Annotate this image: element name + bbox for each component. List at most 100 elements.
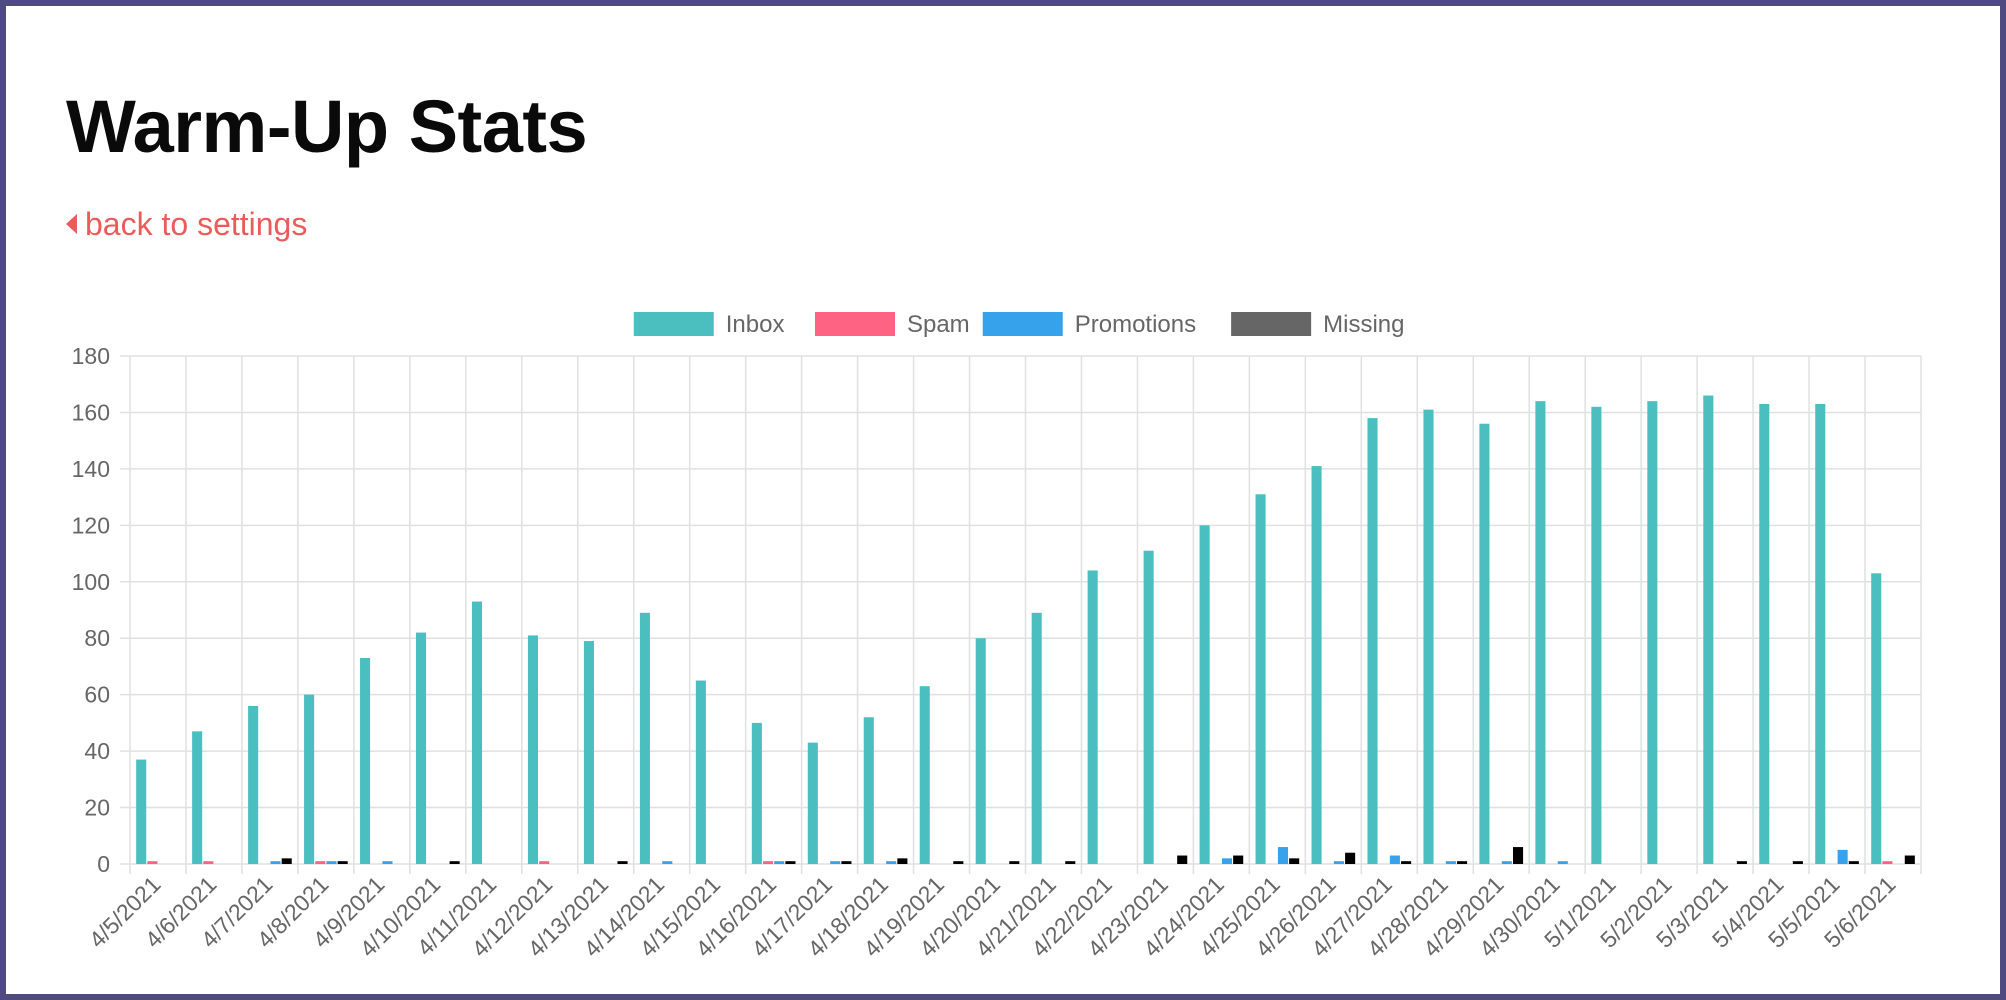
bar-inbox	[1143, 550, 1154, 864]
bar-inbox	[360, 657, 371, 864]
bar-promotions	[1277, 847, 1288, 864]
bar-missing	[1512, 847, 1524, 864]
bar-promotions	[1221, 858, 1233, 864]
bar-inbox	[1479, 423, 1490, 864]
bar-spam	[147, 861, 158, 864]
legend-item-promotions[interactable]: Promotions	[982, 311, 1196, 338]
y-tick-label: 20	[84, 795, 110, 821]
bar-inbox	[1535, 401, 1546, 864]
legend-swatch	[633, 312, 714, 336]
bar-missing	[617, 861, 628, 864]
bar-promotions	[270, 861, 281, 864]
warmup-bar-chart: 0 20 40 60 80 100 120 140 160 180 4/5/20214/6/202…	[72, 311, 1922, 962]
bar-promotions	[1389, 855, 1400, 864]
chart-bars	[136, 395, 1915, 864]
legend-label: Spam	[907, 311, 970, 338]
bar-missing	[1345, 852, 1356, 864]
bar-missing	[449, 861, 460, 864]
bar-inbox	[1423, 409, 1434, 864]
bar-inbox	[1199, 525, 1210, 864]
chart-legend: Inbox Spam Promotions Missing	[633, 311, 1404, 338]
bar-missing	[337, 861, 348, 864]
legend-item-spam[interactable]: Spam	[814, 311, 970, 338]
bar-inbox	[863, 717, 874, 864]
legend-swatch	[1231, 312, 1312, 336]
bar-inbox	[1255, 494, 1266, 864]
bar-inbox	[975, 638, 986, 864]
y-tick-label: 80	[84, 625, 110, 651]
bar-inbox	[1087, 570, 1098, 864]
bar-missing	[1065, 861, 1076, 864]
y-tick-label: 60	[84, 682, 110, 708]
bar-promotions	[662, 861, 673, 864]
bar-inbox	[304, 694, 315, 864]
bar-inbox	[248, 705, 259, 864]
bar-inbox	[471, 601, 483, 864]
caret-left-icon	[66, 214, 77, 234]
bar-missing	[1848, 861, 1859, 864]
bar-inbox	[1703, 395, 1714, 864]
y-tick-label: 120	[72, 512, 110, 538]
bar-inbox	[1031, 612, 1042, 864]
bar-inbox	[751, 722, 762, 864]
bar-inbox	[1871, 573, 1882, 864]
bar-spam	[763, 861, 774, 864]
bar-missing	[1457, 861, 1468, 864]
bar-inbox	[807, 742, 818, 864]
bar-inbox	[136, 759, 147, 864]
bar-missing	[841, 861, 852, 864]
bar-missing	[1792, 861, 1803, 864]
y-tick-label: 100	[72, 569, 110, 595]
y-tick-label: 160	[72, 399, 110, 425]
bar-missing	[1289, 858, 1300, 864]
bar-inbox	[1647, 401, 1658, 864]
legend-swatch	[982, 312, 1063, 336]
bar-missing	[281, 858, 292, 864]
bar-promotions	[830, 861, 841, 864]
bar-inbox	[919, 686, 930, 864]
y-tick-label: 40	[84, 738, 110, 764]
bar-inbox	[527, 635, 539, 864]
legend-label: Promotions	[1075, 311, 1196, 338]
bar-inbox	[1311, 466, 1322, 864]
bar-promotions	[1501, 861, 1512, 864]
back-to-settings-link[interactable]: back to settings	[66, 204, 307, 244]
page-title: Warm-Up Stats	[66, 85, 588, 168]
legend-item-inbox[interactable]: Inbox	[633, 311, 785, 338]
bar-missing	[897, 858, 908, 864]
bar-inbox	[416, 632, 427, 864]
bar-promotions	[326, 861, 337, 864]
bar-missing	[1233, 855, 1244, 864]
bar-inbox	[1759, 403, 1770, 864]
legend-label: Missing	[1323, 311, 1404, 338]
bar-promotions	[886, 861, 897, 864]
bar-promotions	[774, 861, 785, 864]
bar-promotions	[1445, 861, 1456, 864]
legend-item-missing[interactable]: Missing	[1231, 311, 1404, 338]
bar-promotions	[1837, 849, 1848, 864]
bar-inbox	[695, 680, 706, 864]
y-axis-ticks: 0 20 40 60 80 100 120 140 160 180	[72, 343, 110, 877]
bar-inbox	[1815, 403, 1826, 864]
y-tick-label: 140	[72, 456, 110, 482]
bar-missing	[1401, 861, 1412, 864]
x-axis-ticks: 4/5/20214/6/20214/7/20214/8/20214/9/2021…	[84, 871, 1901, 962]
bar-spam	[315, 861, 326, 864]
legend-swatch	[814, 312, 895, 336]
bar-promotions	[1333, 861, 1344, 864]
bar-missing	[1177, 855, 1188, 864]
bar-inbox	[639, 612, 650, 864]
bar-inbox	[1367, 418, 1378, 864]
y-tick-label: 0	[97, 851, 110, 877]
bar-promotions	[382, 861, 393, 864]
bar-spam	[203, 861, 214, 864]
bar-missing	[1904, 855, 1915, 864]
bar-missing	[1736, 861, 1747, 864]
back-link-label: back to settings	[85, 206, 308, 242]
y-tick-label: 180	[72, 343, 110, 369]
bar-inbox	[1591, 406, 1602, 864]
bar-inbox	[192, 731, 203, 864]
bar-missing	[1009, 861, 1020, 864]
bar-spam	[539, 861, 550, 864]
